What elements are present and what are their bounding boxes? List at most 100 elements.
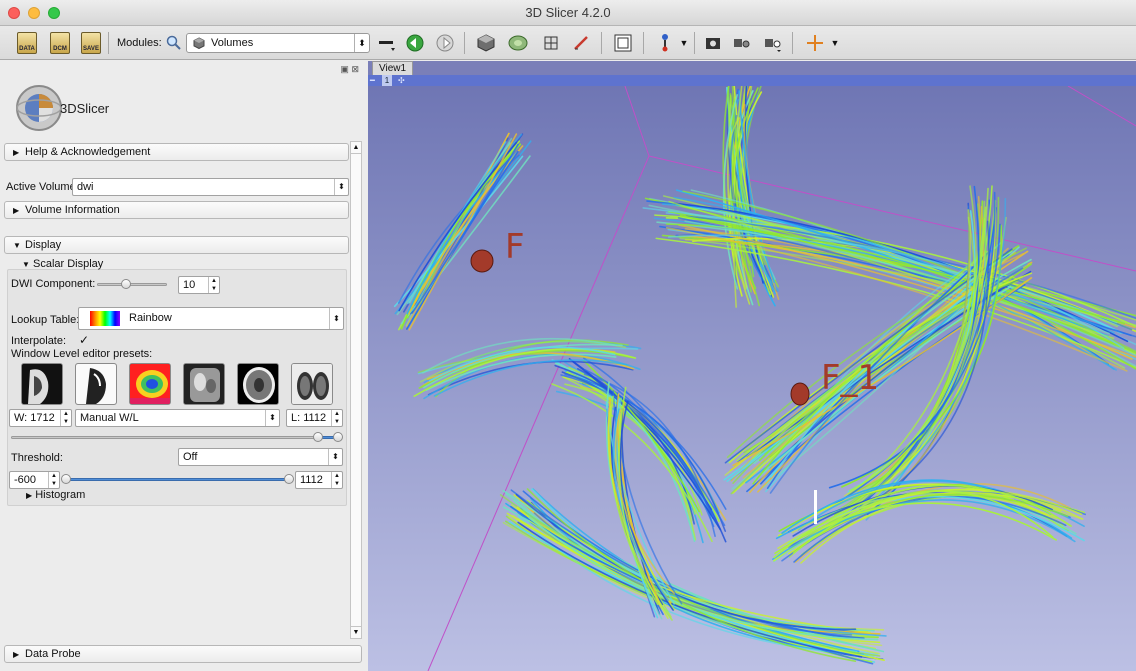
threshold-max-spinbox[interactable]: 1112 ▲ ▼ (295, 471, 343, 489)
volumes-cube-icon (193, 37, 205, 49)
fiber-path (517, 521, 863, 658)
restore-view-button[interactable] (762, 32, 784, 54)
mouse-mode-dropdown[interactable]: ▼ (673, 32, 695, 54)
window-level-min-handle[interactable] (313, 432, 323, 442)
window-level-presets-label: Window Level editor presets: (11, 348, 153, 360)
save-button[interactable]: SAVE (80, 32, 102, 54)
spin-arrows-icon: ▲ ▼ (331, 410, 342, 426)
help-acknowledgement-section[interactable]: ▶ Help & Acknowledgement (4, 143, 349, 161)
scalar-display-toggle[interactable]: ▼ Scalar Display (22, 258, 104, 270)
module-search-button[interactable] (163, 32, 185, 54)
models-button[interactable] (475, 32, 497, 54)
lookup-table-select[interactable]: Rainbow ⬍ (78, 307, 344, 330)
ct-brain-preset-button[interactable] (237, 363, 279, 405)
fiber-path (398, 141, 518, 312)
histogram-toggle[interactable]: ▶ Histogram (26, 489, 86, 501)
window-level-mode-select[interactable]: Manual W/L ⬍ (75, 409, 280, 427)
scroll-up-icon[interactable]: ▲ (351, 142, 361, 154)
fiducial-marker-f[interactable] (470, 249, 494, 273)
crosshair-dropdown[interactable]: ▼ (824, 32, 846, 54)
fiber-path (678, 224, 1136, 358)
fiducial-label-f1: F_1 (821, 358, 880, 398)
brain-model-button[interactable] (507, 32, 529, 54)
fiber-path (667, 234, 1125, 349)
ct-bone-preset-button[interactable] (75, 363, 117, 405)
scene-view-button[interactable] (731, 32, 753, 54)
fiber-path (774, 502, 1057, 555)
fiber-path (408, 133, 518, 331)
caret-right-icon: ▶ (26, 491, 33, 500)
fiber-path (435, 339, 629, 398)
threshold-label: Threshold: (11, 452, 63, 464)
fiber-path (859, 220, 990, 511)
volume-information-section[interactable]: ▶ Volume Information (4, 201, 349, 219)
fiducial-marker-f1[interactable] (790, 382, 810, 406)
layout-button[interactable] (376, 32, 398, 54)
interpolate-checkbox[interactable]: ✓ (79, 333, 90, 347)
pin-icon[interactable]: ━ (370, 76, 375, 85)
data-probe-section[interactable]: ▶ Data Probe (4, 645, 362, 663)
window-level-range-slider[interactable] (11, 436, 329, 439)
editor-button[interactable] (570, 32, 592, 54)
fiber-path (419, 340, 627, 383)
fiber-path (612, 390, 683, 605)
view-layout-button[interactable] (612, 32, 634, 54)
screenshot-button[interactable] (702, 32, 724, 54)
caret-right-icon: ▶ (13, 206, 20, 215)
window-level-max-handle[interactable] (333, 432, 343, 442)
transforms-button[interactable] (540, 32, 562, 54)
spin-arrows-icon: ▲ ▼ (60, 410, 71, 426)
dwi-component-spinbox[interactable]: 10 ▲ ▼ (178, 276, 220, 294)
fiber-path (582, 359, 700, 513)
crosshair-button[interactable] (804, 32, 826, 54)
ct-air-preset-button[interactable] (21, 363, 63, 405)
center-view-icon[interactable]: ✣ (398, 76, 405, 85)
dwi-component-slider-handle[interactable] (121, 279, 131, 289)
fiber-path (726, 281, 986, 483)
minimize-window-button[interactable] (28, 7, 40, 19)
close-panel-icon[interactable]: ⊠ (351, 64, 359, 74)
ct-abdomen-preset-button[interactable] (183, 363, 225, 405)
fiber-path (828, 185, 980, 489)
window-controls (8, 7, 60, 19)
fiber-path (413, 348, 637, 397)
load-dicom-button[interactable]: DCM (49, 32, 71, 54)
fiber-path (526, 488, 857, 662)
threshold-min-handle[interactable] (61, 474, 71, 484)
scroll-down-icon[interactable]: ▼ (351, 626, 361, 638)
caret-down-icon: ▼ (679, 38, 689, 48)
back-button[interactable] (404, 32, 426, 54)
active-volume-label: Active Volume (6, 181, 76, 193)
fiber-path (673, 202, 1129, 343)
pet-rainbow-preset-button[interactable] (129, 363, 171, 405)
close-window-button[interactable] (8, 7, 20, 19)
chevron-updown-icon: ⬍ (334, 179, 348, 195)
dwi-component-slider[interactable] (97, 283, 167, 286)
view-tab[interactable]: View1 (372, 61, 414, 75)
display-section[interactable]: ▼ Display (4, 236, 349, 254)
fiber-path (722, 94, 739, 290)
threshold-range-slider[interactable] (66, 478, 288, 481)
threshold-min-spinbox[interactable]: -600 ▲ ▼ (9, 471, 60, 489)
threshold-max-handle[interactable] (284, 474, 294, 484)
modules-select[interactable]: Volumes ⬍ (186, 33, 370, 53)
fiber-path (844, 200, 997, 510)
level-spinbox[interactable]: L: 1112 ▲ ▼ (286, 409, 343, 427)
mouse-mode-button[interactable] (654, 32, 676, 54)
load-data-button[interactable]: DATA (16, 32, 38, 54)
float-panel-icon[interactable]: ▣ (340, 64, 349, 74)
active-volume-select[interactable]: dwi ⬍ (72, 178, 349, 196)
zoom-window-button[interactable] (48, 7, 60, 19)
window-spinbox[interactable]: W: 1712 ▲ ▼ (9, 409, 72, 427)
caret-down-icon: ▼ (13, 241, 21, 250)
fiber-path (499, 494, 861, 655)
brain-icon (508, 35, 528, 51)
view-number-label: 1 (382, 75, 392, 86)
module-panel-scrollbar[interactable]: ▲ ▼ (350, 141, 362, 639)
ct-lung-preset-button[interactable] (291, 363, 333, 405)
fiber-path (832, 223, 1001, 507)
threshold-mode-select[interactable]: Off ⬍ (178, 448, 343, 466)
3d-view[interactable]: View1 ━ 1 ✣ F F_1 (368, 61, 1136, 671)
fiber-path (769, 249, 994, 494)
forward-button[interactable] (434, 32, 456, 54)
